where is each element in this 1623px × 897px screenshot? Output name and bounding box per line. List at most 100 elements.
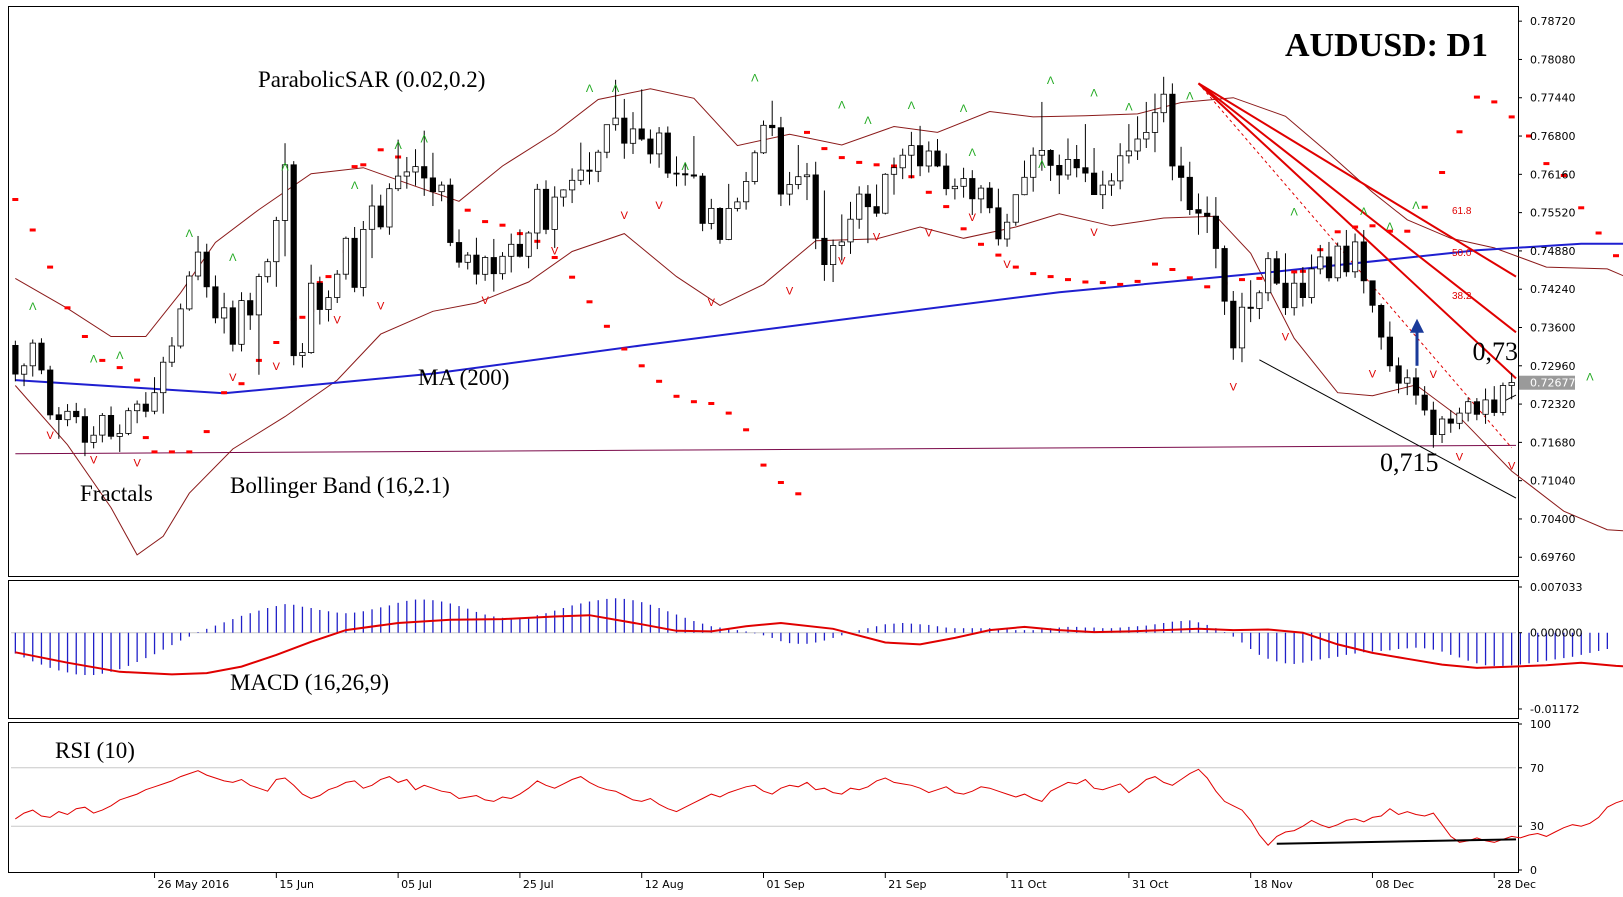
candle-body xyxy=(1299,282,1306,299)
sar-dot xyxy=(168,450,175,454)
sar-dot xyxy=(12,198,19,201)
candle xyxy=(1169,83,1176,181)
candle xyxy=(690,136,698,179)
candle xyxy=(1369,280,1376,313)
candle xyxy=(334,270,341,303)
candle xyxy=(908,131,915,179)
candle xyxy=(1404,369,1411,396)
candle xyxy=(830,239,837,283)
rsi-tick-label: 100 xyxy=(1530,718,1551,731)
candle-body xyxy=(1439,418,1446,436)
candle-body xyxy=(1378,304,1385,338)
sar-dot xyxy=(603,324,610,328)
sar-dot xyxy=(1334,230,1341,234)
candle-body xyxy=(934,150,941,167)
price-tick-label: 0.72320 xyxy=(1530,398,1576,411)
sar-dot xyxy=(238,382,245,386)
date-tick-label: 28 Dec xyxy=(1497,878,1536,891)
sar-dot xyxy=(273,341,280,344)
sar-dot xyxy=(856,160,863,164)
sar-dot xyxy=(360,163,367,167)
candle xyxy=(595,149,602,183)
fractal-down-marker: V xyxy=(655,200,663,212)
fractal-down-marker: V xyxy=(229,372,237,384)
candle xyxy=(473,237,480,285)
candle-body xyxy=(917,145,924,167)
macd-pane-frame xyxy=(8,580,1519,719)
candle-body xyxy=(99,414,106,436)
candle-body xyxy=(1256,292,1263,309)
sar-dot xyxy=(656,379,663,383)
candle-body xyxy=(1456,412,1463,424)
candle xyxy=(917,125,924,177)
sar-dot xyxy=(551,256,558,259)
candle-body xyxy=(377,205,384,228)
candle-body xyxy=(908,145,915,156)
fractal-down-marker: V xyxy=(1230,382,1238,394)
sar-dot xyxy=(1456,130,1463,134)
sar-dot xyxy=(351,165,358,169)
candle-body xyxy=(194,251,202,277)
sar-dot xyxy=(708,402,715,405)
candle-body xyxy=(1160,93,1167,114)
sar-dot xyxy=(925,190,932,194)
candle xyxy=(116,424,123,452)
sar-dot xyxy=(1369,224,1376,228)
candle xyxy=(1447,410,1454,433)
sar-dot xyxy=(1099,281,1106,285)
candle xyxy=(977,185,985,214)
fractal-up-marker: Λ xyxy=(969,147,977,159)
candle-body xyxy=(969,178,976,200)
candle xyxy=(1212,197,1219,269)
candle xyxy=(38,338,45,375)
candle xyxy=(1360,229,1367,294)
candle xyxy=(1082,124,1089,183)
date-tick-label: 12 Aug xyxy=(645,878,684,891)
price-tick-label: 0.76160 xyxy=(1530,168,1576,181)
fractal-down-marker: V xyxy=(969,212,977,224)
parabolic-sar-label: ParabolicSAR (0.02,0.2) xyxy=(258,67,485,92)
candle xyxy=(1491,386,1498,417)
sar-dot xyxy=(1386,229,1393,233)
candle xyxy=(455,229,463,268)
candle-body xyxy=(1308,268,1315,298)
fractal-up-marker: Λ xyxy=(1360,206,1368,218)
candle-body xyxy=(1108,180,1115,186)
candle xyxy=(586,152,593,185)
candle xyxy=(290,161,297,366)
candle-body xyxy=(447,184,454,243)
rsi-tick-label: 30 xyxy=(1530,820,1544,833)
candle xyxy=(1091,148,1098,196)
price-tick-label: 0.70400 xyxy=(1530,513,1576,526)
rsi-pane xyxy=(11,767,1623,846)
candle-body xyxy=(1386,336,1393,367)
candle xyxy=(160,356,167,414)
candle-body xyxy=(690,174,698,177)
fractal-down-marker: V xyxy=(1508,461,1516,473)
candle-body xyxy=(168,345,175,363)
candle-body xyxy=(368,205,376,230)
candle xyxy=(81,408,88,457)
candle-body xyxy=(360,228,367,288)
candle xyxy=(247,292,254,330)
candle-body xyxy=(864,193,872,208)
sar-dot xyxy=(29,228,36,232)
candle xyxy=(177,303,184,349)
fractal-up-marker: Λ xyxy=(229,252,237,264)
fractal-down-marker: V xyxy=(1282,331,1290,343)
candle xyxy=(1386,321,1393,372)
candle-body xyxy=(534,188,541,234)
candle-body xyxy=(177,308,184,347)
sar-dot xyxy=(221,391,228,395)
candle-body xyxy=(464,254,471,263)
candle xyxy=(795,145,802,190)
candle-body xyxy=(1508,382,1515,386)
sar-dot xyxy=(1082,280,1089,284)
candle xyxy=(386,183,393,235)
candle-body xyxy=(1134,138,1141,152)
candle xyxy=(847,201,854,254)
axes: 0.78720 0.78080 0.77440 0.76800 0.76160 0.755… xyxy=(154,15,1583,891)
candle xyxy=(394,139,402,192)
candle xyxy=(203,243,210,298)
